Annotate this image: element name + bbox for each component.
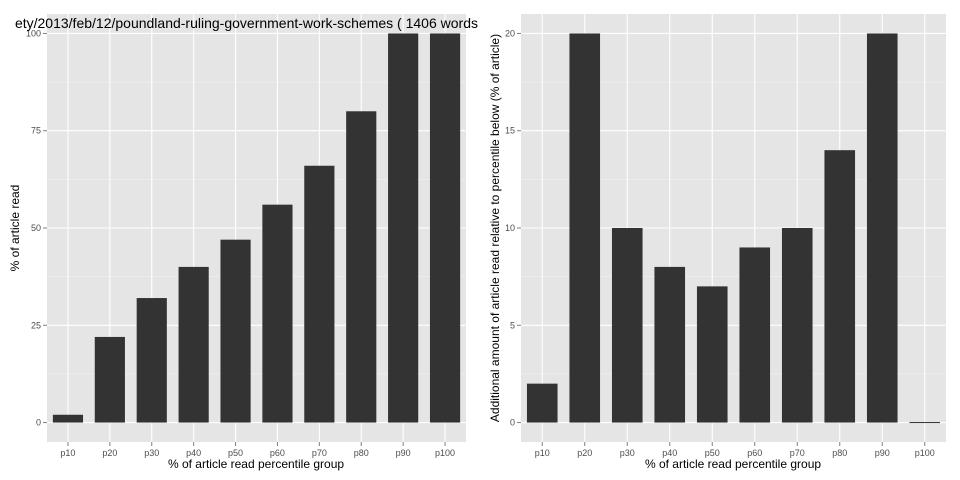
bars — [526, 33, 941, 424]
y-axis-title: Additional amount of article read relati… — [488, 34, 502, 422]
x-tick-label: p70 — [790, 448, 805, 458]
x-tick-label: p90 — [396, 448, 411, 458]
y-tick-label: 0 — [510, 418, 515, 428]
bar-p40 — [654, 266, 686, 423]
bar-p70 — [781, 228, 813, 423]
bar-p80 — [346, 111, 377, 423]
bar-p10 — [52, 414, 84, 423]
bar-p90 — [866, 33, 898, 423]
bar-p10 — [526, 383, 558, 423]
y-axis-title: % of article read — [8, 185, 22, 272]
x-tick-label: p90 — [875, 448, 890, 458]
x-tick-label: p40 — [662, 448, 677, 458]
bar-p70 — [304, 165, 335, 423]
x-tick-label: p60 — [747, 448, 762, 458]
x-tick-label: p20 — [102, 448, 117, 458]
bar-p60 — [262, 204, 293, 423]
x-tick-label: p30 — [144, 448, 159, 458]
x-tick-label: p10 — [535, 448, 550, 458]
y-tick-label: 10 — [505, 223, 515, 233]
y-axis-ticks: 0 5 10 15 20 — [505, 28, 521, 428]
bar-p90 — [388, 33, 419, 423]
bar-p100 — [429, 33, 461, 423]
x-tick-label: p30 — [620, 448, 635, 458]
x-tick-label: p20 — [577, 448, 592, 458]
bars — [52, 33, 461, 423]
x-tick-label: p80 — [832, 448, 847, 458]
bar-p50 — [220, 239, 251, 423]
bar-p50 — [696, 286, 728, 423]
y-tick-label: 15 — [505, 126, 515, 136]
bar-p40 — [178, 266, 209, 423]
y-tick-label: 100 — [26, 28, 41, 38]
x-tick-label: p60 — [270, 448, 285, 458]
x-tick-label: p100 — [435, 448, 455, 458]
x-tick-label: p100 — [915, 448, 935, 458]
y-tick-label: 20 — [505, 28, 515, 38]
x-axis-title: % of article read percentile group — [645, 457, 821, 471]
x-tick-label: p40 — [186, 448, 201, 458]
y-tick-label: 75 — [31, 126, 41, 136]
y-tick-label: 0 — [36, 418, 41, 428]
figure-title: ety/2013/feb/12/poundland-ruling-governm… — [15, 15, 478, 31]
x-axis-ticks: p10 p20 p30 p40 p50 p60 p70 p80 p90 p100 — [60, 442, 455, 458]
bar-p30 — [611, 228, 643, 423]
bar-p80 — [824, 150, 856, 423]
x-axis-ticks: p10 p20 p30 p40 p50 p60 p70 p80 p90 p100 — [535, 442, 935, 458]
x-tick-label: p80 — [354, 448, 369, 458]
bar-p60 — [739, 247, 771, 423]
bar-p20 — [569, 33, 601, 423]
x-tick-label: p10 — [60, 448, 75, 458]
chart-additional-read: 0 5 10 15 20 p10 p20 p30 p40 p50 p60 p70 p80 p90 p100… — [488, 14, 946, 471]
x-axis-title: % of article read percentile group — [168, 457, 344, 471]
bar-p20 — [94, 336, 125, 423]
bar-p30 — [136, 298, 167, 423]
y-tick-label: 50 — [31, 223, 41, 233]
x-tick-label: p50 — [705, 448, 720, 458]
x-tick-label: p50 — [228, 448, 243, 458]
x-tick-label: p70 — [312, 448, 327, 458]
y-axis-ticks: 0 25 50 75 100 — [26, 28, 47, 428]
bar-p100 — [909, 422, 941, 424]
y-tick-label: 25 — [31, 320, 41, 330]
y-tick-label: 5 — [510, 320, 515, 330]
